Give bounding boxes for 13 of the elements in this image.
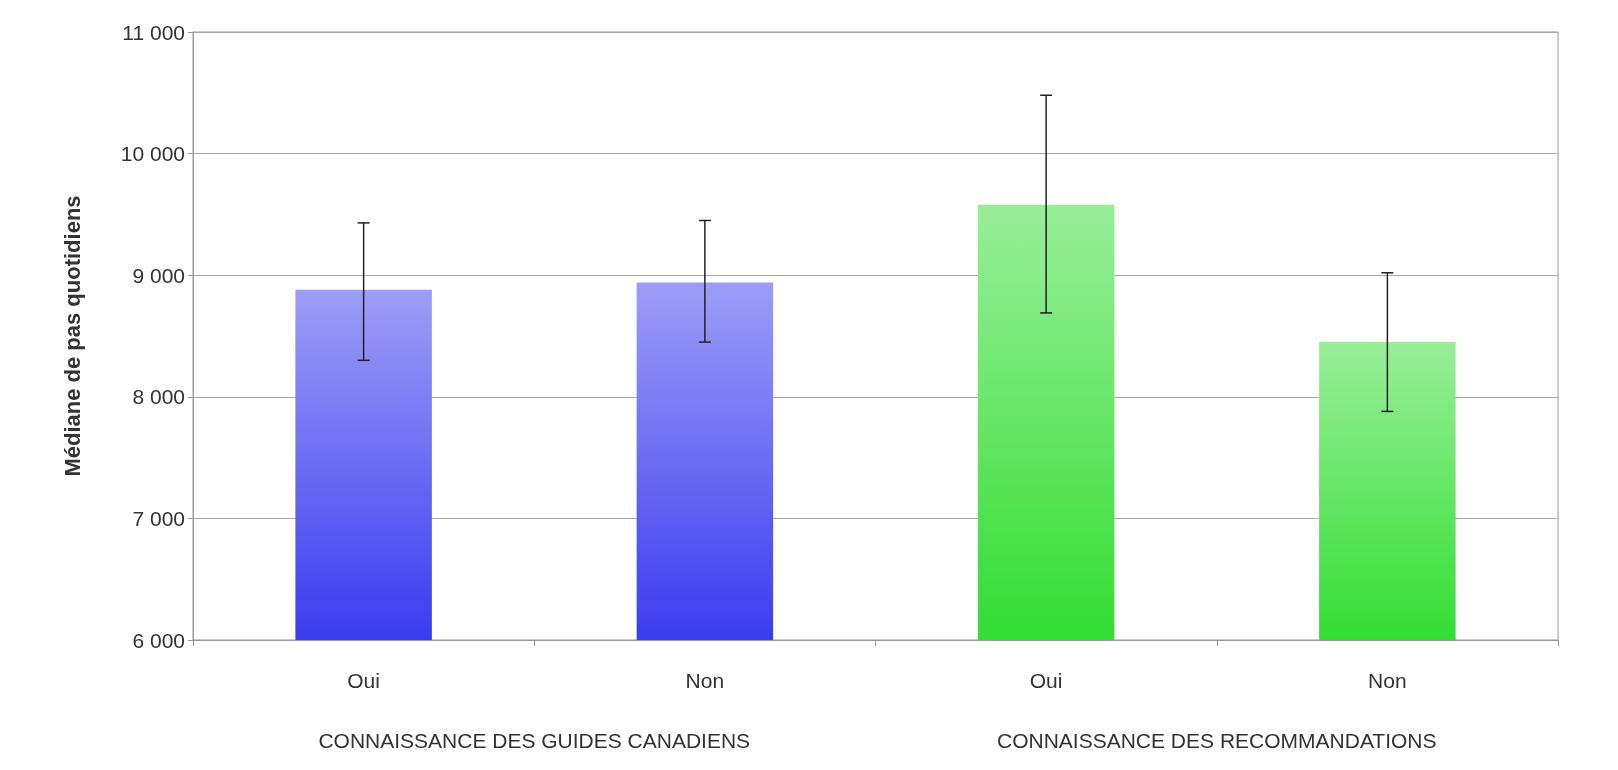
y-tick-label: 10 000	[120, 142, 185, 166]
x-tick-label: Non	[685, 669, 725, 692]
y-tick-label: 7 000	[132, 506, 185, 530]
y-axis-title: Médiane de pas quotidiens	[59, 195, 85, 477]
text: CONNAISSANCE DES RECOMMANDATIONS	[997, 728, 1437, 752]
y-tick-label: 11 000	[122, 20, 185, 44]
x-tick-label: Oui	[347, 669, 380, 692]
y-tick-label: 8 000	[132, 385, 185, 409]
x-tick-label: Oui	[1029, 669, 1063, 692]
x-tick-label: Non	[1368, 669, 1407, 692]
y-tick-label: 6 000	[132, 628, 185, 652]
y-tick-label: 9 000	[132, 263, 185, 287]
text: CONNAISSANCE DES GUIDES CANADIENS	[318, 728, 751, 752]
